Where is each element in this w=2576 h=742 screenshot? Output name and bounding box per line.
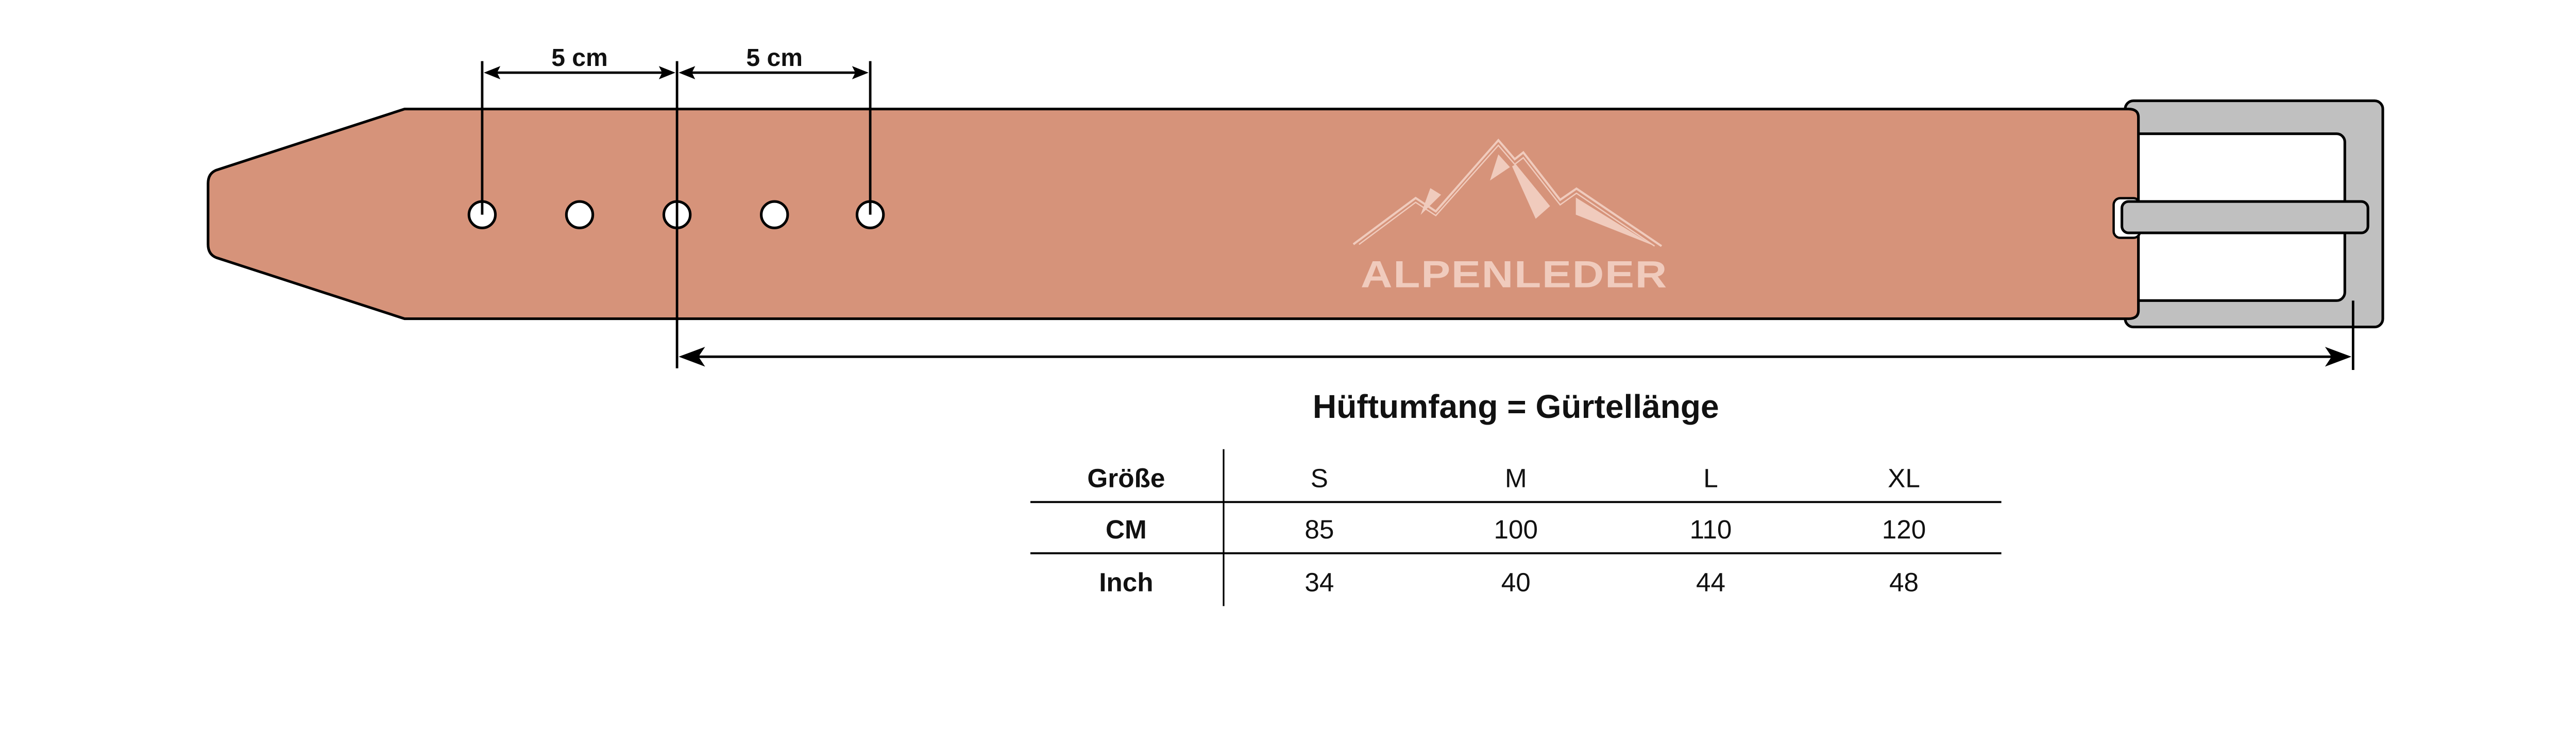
hole-spacing-label: 5 cm: [746, 44, 803, 72]
belt-holes: [467, 200, 885, 229]
arrow-head-icon: [679, 66, 696, 79]
arrow-head-icon: [658, 66, 675, 79]
arrow-head-icon: [852, 66, 869, 79]
table-header-cell: Größe: [1087, 464, 1165, 493]
table-row-label: Inch: [1099, 567, 1153, 597]
table-row-label: CM: [1106, 515, 1147, 544]
arrow-head-icon: [2325, 347, 2352, 367]
mountain-shard: [1575, 197, 1653, 245]
table-cell: 44: [1696, 567, 1725, 597]
table-row: CM 85 100 110 120: [1106, 515, 1926, 544]
table-header-cell: L: [1703, 464, 1718, 493]
belt-hole: [565, 200, 595, 229]
diagram-container: ALPENLEDER 5 cm 5 cm Hüftumfang = Gürtel…: [207, 44, 2384, 606]
belt-hole: [760, 200, 789, 229]
mountain-outline: [1352, 138, 1663, 247]
buckle-prong: [2121, 200, 2369, 234]
dimension-lines: [481, 61, 2354, 370]
table-cell: 34: [1304, 567, 1334, 597]
mountain-outline-inner: [1359, 144, 1655, 247]
size-table: Größe S M L XL CM 85 100 110 120 Inch 34…: [1030, 449, 2002, 606]
arrow-heads: [484, 66, 2352, 367]
diagram-title: Hüftumfang = Gürtellänge: [1313, 388, 1719, 425]
mountain-shard: [1489, 154, 1510, 181]
mountain-shard: [1420, 188, 1442, 215]
table-header-cell: M: [1505, 464, 1527, 493]
table-row: Inch 34 40 44 48: [1099, 567, 1919, 597]
table-header-cell: S: [1311, 464, 1328, 493]
arrow-head-icon: [679, 347, 705, 367]
brand-logo: ALPENLEDER: [1352, 138, 1668, 296]
hole-spacing-label: 5 cm: [551, 44, 608, 72]
brand-name: ALPENLEDER: [1361, 253, 1668, 296]
table-cell: 120: [1882, 515, 1926, 544]
table-cell: 85: [1304, 515, 1334, 544]
table-header-cell: XL: [1888, 464, 1920, 493]
table-header-row: Größe S M L XL: [1087, 464, 1920, 493]
belt-strap: [207, 107, 2140, 321]
table-cell: 40: [1501, 567, 1531, 597]
table-cell: 100: [1494, 515, 1538, 544]
table-cell: 110: [1690, 515, 1732, 544]
belt-size-diagram: ALPENLEDER 5 cm 5 cm Hüftumfang = Gürtel…: [207, 44, 2384, 606]
mountain-shard: [1512, 164, 1550, 219]
arrow-head-icon: [484, 66, 501, 79]
table-cell: 48: [1889, 567, 1919, 597]
